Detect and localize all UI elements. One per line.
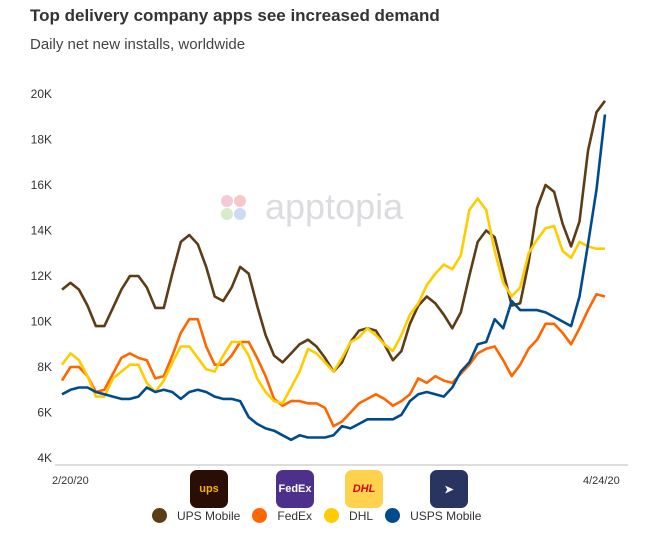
legend-dot-icon (324, 508, 340, 523)
watermark-logo-petal (221, 208, 233, 220)
fedex-icon-text: FedEx (278, 483, 312, 495)
dhl-icon-text: DHL (352, 483, 376, 495)
watermark-logo-petal (234, 195, 246, 207)
ups-icon-text: ups (199, 483, 219, 495)
series-line-fedex (60, 292, 606, 428)
legend-item-usps: USPS Mobile (385, 508, 481, 523)
legend-dot-icon (152, 508, 167, 523)
series-line-usps-mobile (61, 114, 607, 442)
legend-label: UPS Mobile (177, 508, 241, 523)
legend-item-fedex: FedEx (252, 508, 312, 523)
y-tick-label: 14K (31, 224, 52, 238)
fedex-app-icon: FedEx (276, 470, 314, 508)
legend: UPS Mobile FedEx DHL USPS Mobile (152, 508, 493, 523)
y-tick-label: 16K (31, 178, 52, 192)
x-tick-start: 2/20/20 (52, 475, 89, 487)
legend-item-ups: UPS Mobile (152, 508, 240, 523)
y-tick-label: 8K (37, 360, 52, 374)
x-tick-end: 4/24/20 (583, 475, 620, 487)
y-tick-label: 4K (37, 451, 52, 465)
legend-dot-icon (252, 508, 268, 523)
watermark-logo-petal (221, 195, 233, 207)
y-tick-label: 20K (31, 87, 52, 101)
ups-app-icon: ups (190, 470, 228, 508)
legend-dot-icon (385, 508, 401, 523)
legend-label: DHL (349, 508, 374, 523)
watermark-logo-petal (234, 208, 246, 220)
chart-subtitle: Daily net new installs, worldwide (30, 36, 246, 53)
legend-item-dhl: DHL (324, 508, 373, 523)
series-line-dhl (60, 197, 605, 405)
apptopia-watermark: apptopia (221, 186, 404, 227)
usps-eagle-icon: ➤ (430, 470, 468, 508)
y-tick-label: 18K (31, 133, 52, 147)
dhl-app-icon: DHL (345, 470, 383, 508)
watermark-text: apptopia (265, 186, 404, 227)
legend-label: FedEx (277, 508, 313, 523)
chart-title: Top delivery company apps see increased … (30, 6, 440, 25)
series-line-ups-mobile (61, 100, 607, 373)
legend-label: USPS Mobile (410, 508, 482, 523)
y-tick-label: 10K (31, 315, 52, 329)
y-tick-label: 6K (37, 406, 52, 420)
y-tick-label: 12K (31, 269, 52, 283)
